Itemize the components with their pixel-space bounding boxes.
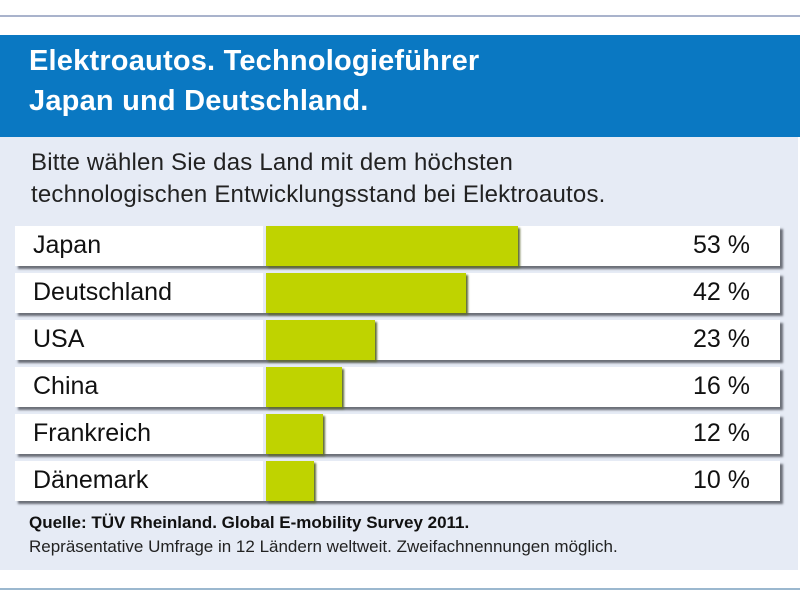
chart-title-line-1: Elektroautos. Technologieführer [29, 45, 480, 77]
bar [266, 461, 314, 501]
value-label: 16 % [693, 372, 750, 400]
note-line: Repräsentative Umfrage in 12 Ländern wel… [29, 537, 618, 556]
bar [266, 320, 376, 360]
row-separator [263, 273, 266, 313]
category-label: Deutschland [33, 278, 172, 306]
question-line-2: technologischen Entwicklungsstand bei El… [31, 181, 606, 208]
category-label: USA [33, 325, 85, 353]
row-separator [263, 320, 266, 360]
value-label: 42 % [693, 278, 750, 306]
category-label: Dänemark [33, 466, 149, 494]
row-separator [263, 367, 266, 407]
title-banner: Elektroautos. Technologieführer Japan un… [0, 35, 800, 137]
bar-row: Japan 53 % [15, 226, 780, 266]
row-separator [263, 461, 266, 501]
value-label: 53 % [693, 231, 750, 259]
bar [266, 414, 323, 454]
bar [266, 226, 518, 266]
bar-row: Dänemark 10 % [15, 461, 780, 501]
value-label: 12 % [693, 419, 750, 447]
bar-row: Frankreich 12 % [15, 414, 780, 454]
source-line: Quelle: TÜV Rheinland. Global E-mobility… [29, 513, 470, 532]
bar-row: USA 23 % [15, 320, 780, 360]
value-label: 23 % [693, 325, 750, 353]
row-separator [263, 226, 266, 266]
bar-row: China 16 % [15, 367, 780, 407]
chart-title-line-2: Japan und Deutschland. [29, 85, 369, 117]
category-label: China [33, 372, 99, 400]
bar-row: Deutschland 42 % [15, 273, 780, 313]
category-label: Frankreich [33, 419, 152, 447]
value-label: 10 % [693, 466, 750, 494]
category-label: Japan [33, 231, 102, 259]
question-line-1: Bitte wählen Sie das Land mit dem höchst… [31, 149, 514, 176]
bar [266, 367, 342, 407]
bottom-divider [0, 588, 800, 590]
row-separator [263, 414, 266, 454]
bar [266, 273, 466, 313]
top-divider [0, 15, 800, 17]
